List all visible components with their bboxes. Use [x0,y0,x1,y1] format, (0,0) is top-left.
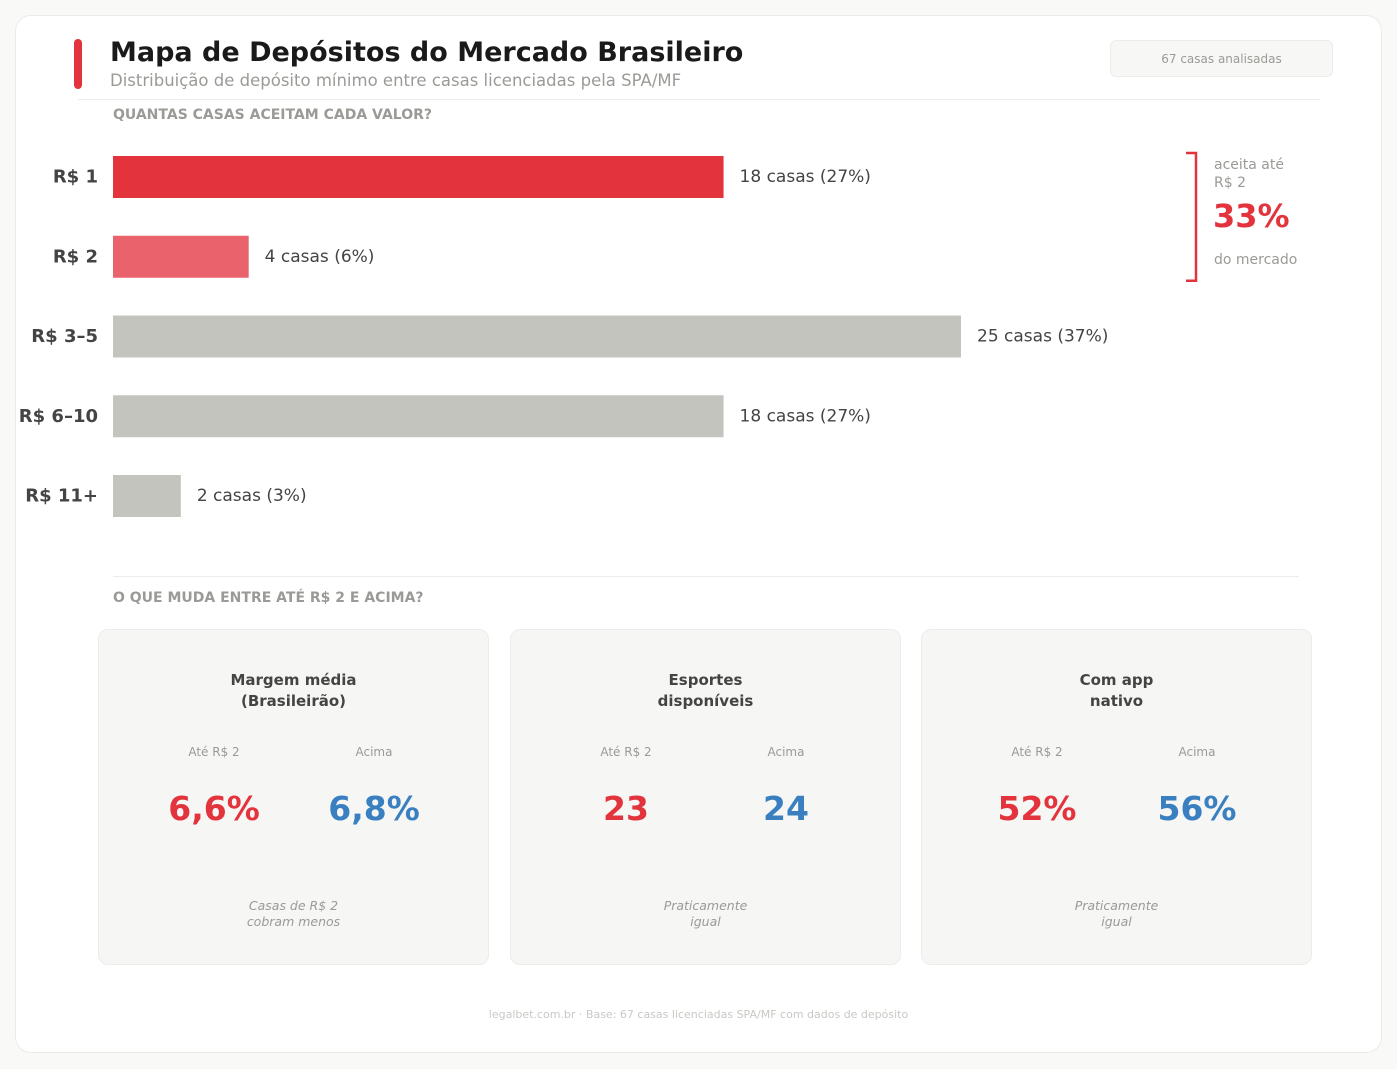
value-label-r-3-5: 25 casas (37%) [977,327,1108,347]
bracket-annotation-bottom: do mercado [1214,252,1298,268]
value-label-r-11: 2 casas (3%) [197,486,307,506]
compare-card-note: Casas de R$ 2 cobram menos [246,898,341,929]
value-label-r-6-10: 18 casas (27%) [740,406,871,426]
compare-right-value: 24 [763,789,809,828]
compare-card-margin: Margem média (Brasileirão) Até R$ 2 6,6%… [98,629,489,965]
compare-right-value: 6,8% [328,789,420,828]
bar-r-6-10 [113,395,724,438]
page-title: Mapa de Depósitos do Mercado Brasileiro [110,37,744,68]
compare-section-label: O QUE MUDA ENTRE ATÉ R$ 2 E ACIMA? [113,590,424,606]
category-label-r-6-10: R$ 6–10 [19,406,98,427]
section-divider [113,576,1299,577]
category-label-r-11: R$ 11+ [25,486,98,507]
compare-card-title: Com app nativo [1079,671,1154,710]
value-label-r-2: 4 casas (6%) [265,247,375,267]
bracket-annotation-value: 33% [1213,197,1290,235]
category-label-r-3-5: R$ 3–5 [31,326,98,347]
compare-right-value: 56% [1157,789,1237,828]
compare-right-column: Acima 6,8% [294,745,454,828]
bracket-line [1186,151,1198,282]
compare-left-column: Até R$ 2 23 [546,745,706,828]
footer-source: legalbet.com.br · Base: 67 casas licenci… [488,1008,909,1021]
bar-r-2 [113,235,249,278]
bar-r-3-5 [113,315,961,358]
compare-left-head: Até R$ 2 [600,745,652,759]
houses-count-badge: 67 casas analisadas [1110,40,1333,77]
compare-card-title: Esportes disponíveis [657,671,754,710]
compare-left-head: Até R$ 2 [1011,745,1063,759]
compare-card-app: Com app nativo Até R$ 2 52% Acima 56% Pr… [921,629,1312,965]
compare-card-note: Praticamente igual [663,898,748,929]
compare-right-head: Acima [355,745,393,759]
compare-card-note: Praticamente igual [1074,898,1159,929]
bracket-annotation-top: aceita até R$ 2 [1214,156,1284,192]
compare-left-value: 23 [603,789,649,828]
bar-r-11 [113,475,181,517]
compare-left-column: Até R$ 2 52% [957,745,1117,828]
compare-left-head: Até R$ 2 [188,745,240,759]
bracket-annotation-line1: aceita até [1214,157,1284,173]
value-label-r-1: 18 casas (27%) [740,167,871,187]
compare-right-column: Acima 56% [1117,745,1277,828]
compare-right-column: Acima 24 [706,745,866,828]
deposit-bar-chart: R$ 1 18 casas (27%) R$ 2 4 casas (6%) R$ 3–5… [19,151,1198,517]
title-accent-bar [74,39,82,89]
compare-left-column: Até R$ 2 6,6% [134,745,294,828]
compare-card-sports: Esportes disponíveis Até R$ 2 23 Acima 2… [510,629,901,965]
compare-right-head: Acima [1178,745,1216,759]
header-divider [78,99,1320,100]
bar-r-1 [113,156,724,198]
compare-right-head: Acima [767,745,805,759]
bracket-annotation-line2: R$ 2 [1214,175,1246,191]
chart-section-label: QUANTAS CASAS ACEITAM CADA VALOR? [113,107,432,123]
category-label-r-1: R$ 1 [53,167,98,188]
category-label-r-2: R$ 2 [53,246,98,267]
page-subtitle: Distribuição de depósito mínimo entre ca… [110,71,682,90]
compare-card-title: Margem média (Brasileirão) [230,671,357,710]
compare-left-value: 52% [997,789,1077,828]
compare-left-value: 6,6% [168,789,260,828]
